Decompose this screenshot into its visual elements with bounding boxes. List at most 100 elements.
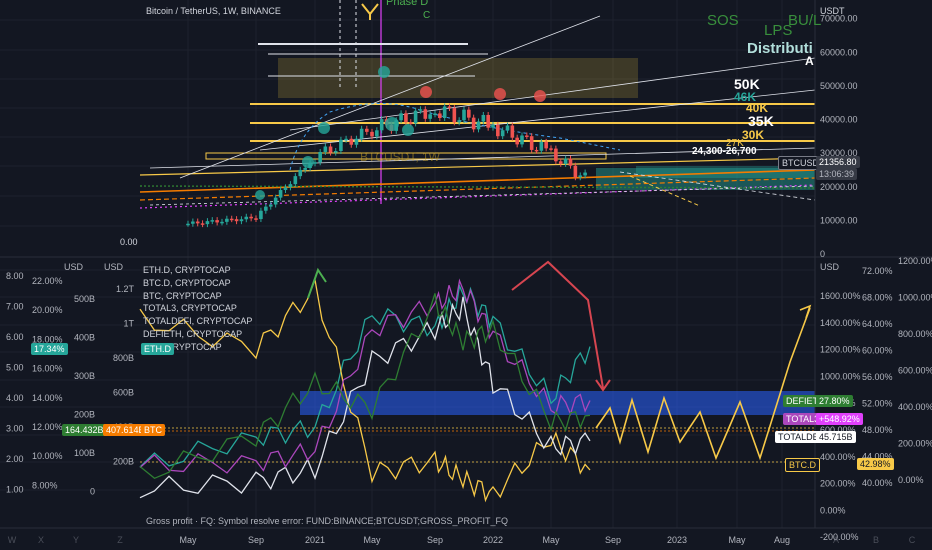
legend-item[interactable]: DEFIETH, CRYPTOCAP (143, 328, 243, 339)
bottom-letter: Y (73, 535, 79, 545)
lower-axis-3-label: 400B (74, 333, 95, 343)
candle-body (298, 169, 303, 177)
legend-item[interactable]: TOTAL3, CRYPTOCAP (143, 303, 237, 314)
bottom-letter: X (38, 535, 44, 545)
marker-6 (378, 66, 390, 78)
lower-axis-r1-label: 400.00% (820, 452, 856, 462)
candle-body (328, 146, 333, 153)
label-lps: LPS (764, 22, 793, 39)
lower-axis-2-label: 22.00% (32, 276, 63, 286)
lower-axis-1-label: 1.00 (6, 485, 24, 495)
legend-item[interactable]: TOTALDEFI, CRYPTOCAP (143, 316, 253, 327)
left-zero: 0.00 (120, 237, 138, 247)
lower-axis-r2-label: 52.00% (862, 399, 893, 409)
trend-white-2 (289, 57, 815, 131)
label-phase: Phase D (386, 0, 429, 8)
lower-axis-r2-label: 68.00% (862, 293, 893, 303)
lower-axis-1-label: 5.00 (6, 363, 24, 373)
legend-item[interactable]: BTC.D, CRYPTOCAP (143, 277, 231, 288)
candle-body (370, 131, 374, 137)
candle-body (244, 216, 249, 220)
candle-body (515, 137, 519, 145)
badge-164b: 164.432B (62, 424, 107, 436)
label-range: 24,300-26,700 (692, 146, 757, 157)
candle-body (195, 221, 200, 224)
current-price-tag: 21356.80 (816, 156, 860, 168)
lower-axis-4-label: 200B (113, 457, 134, 467)
candle-body (558, 161, 563, 164)
candle-body (254, 218, 258, 220)
marker-4 (385, 117, 399, 131)
label-bu: BU/L (788, 12, 822, 29)
lower-axis-4-label: 600B (113, 388, 134, 398)
candle-body (491, 124, 495, 128)
badge-ethd: ETH.D (141, 343, 174, 355)
watermark: BTCUSDT, 1W (360, 150, 441, 164)
lower-axis-1-label: 4.00 (6, 393, 24, 403)
bottom-letter: A (833, 535, 839, 545)
label-a: A (805, 54, 814, 68)
candle-body (283, 187, 288, 191)
badge-ethd-left: 17.34% (31, 343, 68, 355)
lower-axis-r2-label: 44.00% (862, 452, 893, 462)
candle-body (220, 221, 224, 224)
marker-2 (302, 156, 314, 168)
candle-body (259, 210, 263, 220)
candle-body (442, 106, 447, 119)
price-tick-label: 40000.00 (820, 115, 858, 125)
trend-orange-dash (139, 177, 815, 201)
lower-axis-3-head: USD (64, 262, 84, 272)
badge-btcd: BTC.D (785, 458, 820, 472)
lower-axis-4-head: USD (104, 262, 124, 272)
candle-body (462, 109, 466, 121)
candle-body (333, 151, 338, 153)
candle-body (239, 219, 244, 222)
lower-axis-3-label: 0 (90, 487, 95, 497)
lower-axis-r1-label: 200.00% (820, 479, 856, 489)
time-tick-label: Sep (605, 535, 621, 545)
legend-item[interactable]: ETH.D, CRYPTOCAP (143, 265, 231, 275)
candle-body (471, 117, 476, 130)
phase-mark (361, 3, 379, 20)
projection-path (595, 307, 811, 461)
candle-body (534, 149, 539, 152)
candle-body (365, 128, 369, 132)
candle-body (525, 135, 529, 137)
price-tick-label: 0 (820, 249, 825, 259)
candle-body (413, 110, 418, 124)
legend-item[interactable]: ETH, CRYPTOCAP (143, 341, 222, 352)
candle-body (544, 141, 548, 149)
candle-body (191, 221, 195, 224)
lower-axis-r3-label: 400.00% (898, 402, 932, 412)
lower-axis-r2-label: 64.00% (862, 319, 893, 329)
candle-body (554, 148, 558, 162)
candle-body (404, 113, 408, 123)
bottom-letter: W (8, 535, 17, 545)
candle-body (500, 130, 505, 137)
candle-body (418, 109, 423, 111)
error-message: Gross profit · FQ: Symbol resolve error:… (146, 516, 509, 526)
time-tick-label: 2021 (305, 535, 325, 545)
candle-body (481, 114, 486, 122)
candle-body (510, 125, 515, 138)
candle-body (496, 124, 500, 137)
lower-axis-1-label: 7.00 (6, 302, 24, 312)
lower-axis-3-label: 500B (74, 294, 95, 304)
series-line (139, 277, 591, 503)
candle-body (349, 138, 354, 145)
red-arrowhead (595, 379, 611, 392)
lower-axis-1-label: 8.00 (6, 271, 24, 281)
badge-btcd-val: 42.98% (857, 458, 894, 470)
candle-body (344, 138, 348, 141)
label-distribution: Distributi (747, 40, 813, 57)
marker-9 (534, 90, 546, 102)
projection-arrowhead (799, 304, 812, 319)
legend-item[interactable]: BTC, CRYPTOCAP (143, 290, 222, 301)
candle-body (399, 113, 403, 121)
candle-body (288, 184, 293, 188)
candle-body (423, 109, 428, 119)
marker-3 (318, 122, 330, 134)
lower-axis-r1-label: 0.00% (820, 505, 846, 515)
candle-body (433, 113, 437, 115)
